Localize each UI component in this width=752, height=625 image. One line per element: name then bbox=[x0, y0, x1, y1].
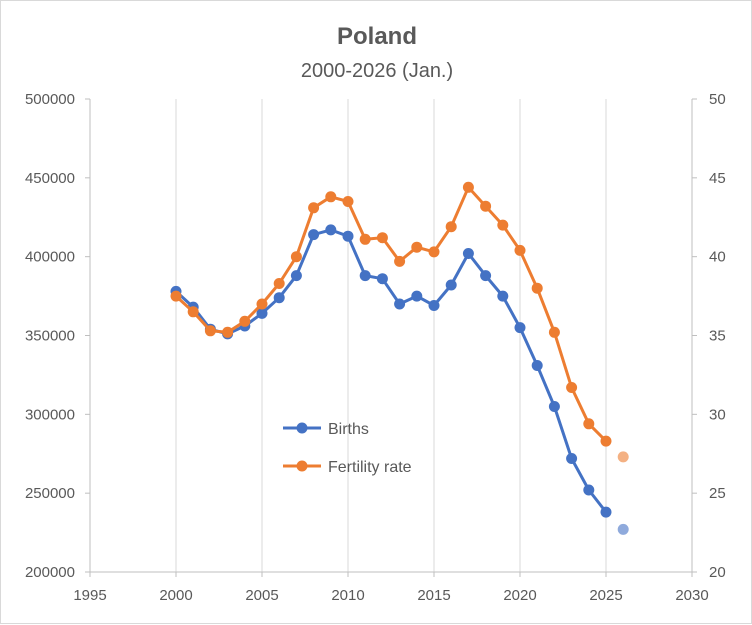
data-point-fertility-rate bbox=[617, 451, 629, 463]
data-point-births bbox=[497, 290, 509, 302]
data-point-births bbox=[445, 279, 457, 291]
legend-swatch-marker bbox=[296, 422, 308, 434]
data-point-births bbox=[308, 229, 320, 241]
data-point-fertility-rate bbox=[256, 298, 268, 310]
data-point-fertility-rate bbox=[342, 196, 354, 207]
y-tick-label-right: 35 bbox=[709, 328, 726, 345]
data-point-fertility-rate bbox=[583, 418, 595, 430]
data-point-births bbox=[256, 307, 268, 319]
data-point-births bbox=[428, 300, 440, 311]
series-layer bbox=[170, 181, 629, 535]
y-tick-label-right: 50 bbox=[709, 91, 726, 108]
data-point-fertility-rate bbox=[187, 306, 199, 318]
data-point-births bbox=[394, 298, 406, 310]
y-tick-label-right: 30 bbox=[709, 406, 726, 423]
data-point-fertility-rate bbox=[290, 251, 302, 263]
y-tick-label-left: 350000 bbox=[25, 328, 75, 345]
series-fertility-rate bbox=[170, 181, 629, 463]
chart-title: Poland bbox=[337, 23, 417, 50]
legend: Births Fertility rate bbox=[283, 421, 412, 476]
grid-lines bbox=[175, 99, 607, 572]
data-point-fertility-rate bbox=[445, 221, 457, 233]
data-point-births bbox=[273, 292, 285, 304]
data-point-fertility-rate bbox=[325, 191, 337, 203]
y-tick-label-left: 500000 bbox=[25, 91, 75, 108]
data-point-fertility-rate bbox=[480, 200, 492, 212]
legend-swatch-marker bbox=[296, 460, 308, 472]
data-point-fertility-rate bbox=[308, 202, 320, 214]
x-tick-label: 2020 bbox=[503, 587, 536, 604]
x-tick-label: 2000 bbox=[159, 587, 192, 604]
series-births bbox=[170, 224, 629, 535]
legend-label: Fertility rate bbox=[328, 459, 412, 476]
data-point-births bbox=[617, 523, 629, 535]
data-point-births bbox=[411, 290, 423, 302]
data-point-fertility-rate bbox=[411, 241, 423, 253]
data-point-births bbox=[566, 453, 578, 464]
data-point-births bbox=[376, 273, 388, 285]
x-tick-label: 2030 bbox=[675, 587, 708, 604]
y-tick-label-left: 450000 bbox=[25, 170, 75, 187]
data-point-fertility-rate bbox=[497, 219, 509, 231]
data-point-births bbox=[514, 322, 526, 334]
data-point-births bbox=[325, 224, 337, 236]
data-point-births bbox=[480, 270, 492, 282]
y-tick-label-left: 300000 bbox=[25, 406, 75, 423]
legend-item-fertility-rate: Fertility rate bbox=[283, 459, 412, 476]
data-point-fertility-rate bbox=[204, 325, 216, 337]
x-tick-label: 2025 bbox=[589, 587, 622, 604]
data-point-births bbox=[342, 230, 354, 242]
data-point-fertility-rate bbox=[462, 181, 474, 193]
data-point-fertility-rate bbox=[273, 278, 285, 289]
x-tick-label: 2015 bbox=[417, 587, 450, 604]
x-tick-label: 2005 bbox=[245, 587, 278, 604]
data-point-fertility-rate bbox=[600, 435, 612, 447]
data-point-fertility-rate bbox=[394, 255, 406, 267]
data-point-births bbox=[359, 270, 371, 282]
data-point-fertility-rate bbox=[376, 232, 388, 244]
data-point-fertility-rate bbox=[428, 246, 440, 258]
y-tick-label-right: 20 bbox=[709, 564, 726, 581]
data-point-fertility-rate bbox=[239, 315, 251, 327]
data-point-fertility-rate bbox=[222, 326, 234, 338]
legend-label: Births bbox=[328, 421, 369, 438]
data-point-births bbox=[548, 401, 560, 412]
data-point-births bbox=[600, 506, 612, 518]
axes: 200000 250000 300000 350000 400000 450000 5000… bbox=[25, 91, 726, 604]
data-point-births bbox=[290, 270, 302, 282]
series-line-fertility-rate bbox=[174, 185, 608, 443]
y-tick-label-left: 250000 bbox=[25, 485, 75, 502]
data-point-births bbox=[583, 484, 595, 496]
data-point-fertility-rate bbox=[548, 326, 560, 338]
data-point-fertility-rate bbox=[170, 290, 182, 302]
data-point-fertility-rate bbox=[531, 282, 543, 294]
data-point-fertility-rate bbox=[566, 382, 578, 393]
data-point-births bbox=[531, 360, 543, 371]
y-tick-label-right: 25 bbox=[709, 485, 726, 502]
y-tick-label-left: 400000 bbox=[25, 249, 75, 266]
x-tick-label: 2010 bbox=[331, 587, 364, 604]
legend-item-births: Births bbox=[283, 421, 369, 438]
data-point-births bbox=[462, 248, 474, 259]
y-tick-label-right: 45 bbox=[709, 170, 726, 187]
y-tick-label-right: 40 bbox=[709, 249, 726, 266]
data-point-fertility-rate bbox=[359, 233, 371, 245]
chart-subtitle: 2000-2026 (Jan.) bbox=[301, 60, 453, 82]
y-tick-label-left: 200000 bbox=[25, 564, 75, 581]
x-tick-label: 1995 bbox=[73, 587, 106, 604]
data-point-fertility-rate bbox=[514, 244, 526, 256]
